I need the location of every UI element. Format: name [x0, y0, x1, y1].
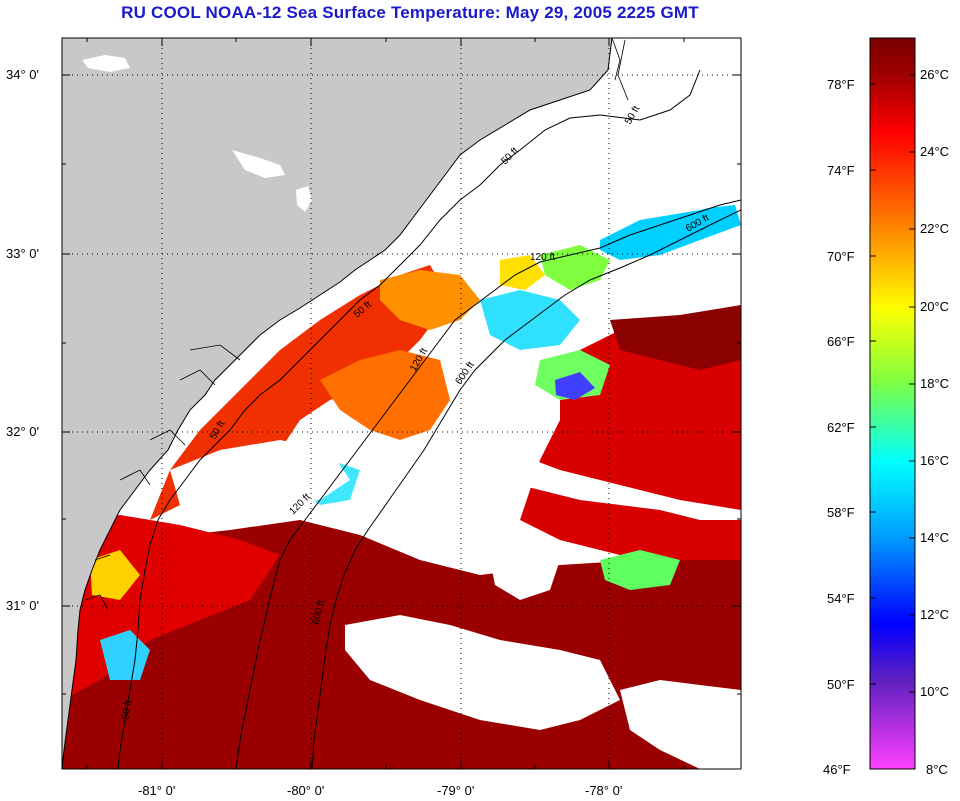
contour-600ft [311, 209, 741, 769]
legend-f-74: 74°F [827, 163, 855, 178]
lon-label-80: -80° 0' [287, 783, 325, 798]
contour-label: 50 ft [120, 699, 134, 720]
legend-c-18: 18°C [920, 376, 950, 391]
cloud-mass-south [345, 615, 620, 730]
map-title: RU COOL NOAA-12 Sea Surface Temperature:… [121, 3, 699, 22]
legend-f-78: 78°F [827, 77, 855, 92]
legend-c-26: 26°C [920, 67, 950, 82]
contour-120ft [235, 199, 741, 769]
inland-lake-2 [232, 150, 285, 178]
colorbar-ticks [870, 74, 915, 693]
legend-c-14: 14°C [920, 530, 950, 545]
sst-yellow-patch-1 [500, 255, 545, 290]
contour-label: 120 ft [530, 252, 555, 263]
lat-label-31: 31° 0' [6, 598, 39, 613]
graticule [62, 38, 741, 769]
legend-f-62: 62°F [827, 420, 855, 435]
legend-c-10: 10°C [920, 684, 950, 699]
colorbar [870, 38, 915, 769]
cloud-mass-west [170, 440, 350, 510]
legend-f-46: 46°F [823, 762, 851, 777]
legend-f-70: 70°F [827, 249, 855, 264]
lat-label-34: 34° 0' [6, 67, 39, 82]
legend-c-20: 20°C [920, 299, 950, 314]
sst-blue-patch-1 [555, 372, 595, 400]
legend-f-50: 50°F [827, 677, 855, 692]
sst-orange-upper [380, 270, 480, 330]
legend-c-22: 22°C [920, 221, 950, 236]
legend-f-58: 58°F [827, 505, 855, 520]
legend-f-54: 54°F [827, 591, 855, 606]
cloud-mass-central [400, 440, 741, 520]
sst-yellow-patch-2 [90, 550, 140, 600]
inland-lake-1 [82, 55, 130, 72]
coastline [62, 38, 613, 769]
map-panel: 50 ft 50 ft 600 ft 120 ft 50 ft 120 ft 6… [62, 38, 741, 769]
lon-label-79: -79° 0' [437, 783, 475, 798]
legend-c-24: 24°C [920, 144, 950, 159]
sst-green-patch-3 [600, 550, 680, 590]
sst-cyan-patch-4 [100, 630, 150, 680]
inland-lake-3 [296, 186, 312, 212]
map-frame [61, 37, 742, 770]
contour-50ft [117, 69, 701, 769]
lat-label-32: 32° 0' [6, 424, 39, 439]
legend-c-16: 16°C [920, 453, 950, 468]
sst-darkred-east [610, 305, 741, 370]
sst-orange-mid [320, 350, 450, 440]
legend-f-66: 66°F [827, 334, 855, 349]
cloud-mass-sw [490, 550, 560, 600]
legend-c-8: 8°C [926, 762, 948, 777]
colorbar-frame [869, 37, 916, 770]
lon-label-78: -78° 0' [585, 783, 623, 798]
legend-c-12: 12°C [920, 607, 950, 622]
sst-cyan-patch-1 [480, 290, 580, 350]
lat-label-33: 33° 0' [6, 246, 39, 261]
cloud-mass-far-east [620, 680, 741, 769]
land-mass [62, 38, 612, 769]
map-ticks [62, 38, 741, 769]
lon-label-81: -81° 0' [138, 783, 176, 798]
